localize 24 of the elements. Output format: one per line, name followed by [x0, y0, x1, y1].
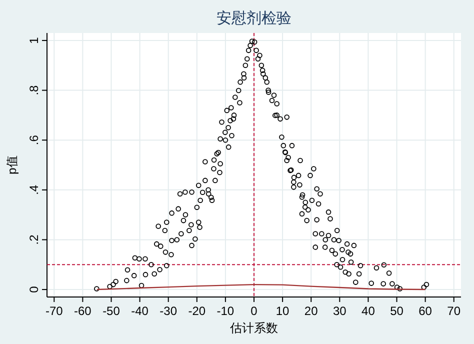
y-tick-label: .4 — [27, 184, 41, 195]
x-tick-label: 0 — [250, 304, 258, 318]
x-tick-label: -70 — [45, 304, 64, 318]
y-tick-label: 1 — [27, 36, 41, 44]
y-tick-label: .2 — [27, 234, 41, 245]
x-tick-label: -30 — [160, 304, 178, 318]
x-tick-label: 60 — [418, 304, 432, 318]
x-tick-label: 20 — [304, 304, 318, 318]
x-tick-label: -40 — [131, 304, 149, 318]
x-tick-label: 70 — [447, 304, 461, 318]
x-tick-label: -60 — [74, 304, 92, 318]
x-tick-label: 50 — [390, 304, 404, 318]
x-tick-label: -50 — [102, 304, 120, 318]
x-tick-label: 30 — [332, 304, 347, 318]
y-tick-label: .6 — [27, 134, 41, 146]
x-tick-label: 10 — [276, 304, 290, 318]
y-tick-label: .8 — [27, 84, 41, 96]
y-tick-label: 0 — [27, 286, 41, 293]
x-tick-label: -10 — [216, 304, 234, 318]
x-tick-label: -20 — [188, 304, 206, 318]
y-axis-title: p值 — [5, 156, 19, 174]
x-tick-label: 40 — [362, 304, 376, 318]
x-axis-title: 估计系数 — [229, 321, 278, 335]
chart-title: 安慰剂检验 — [216, 10, 292, 27]
